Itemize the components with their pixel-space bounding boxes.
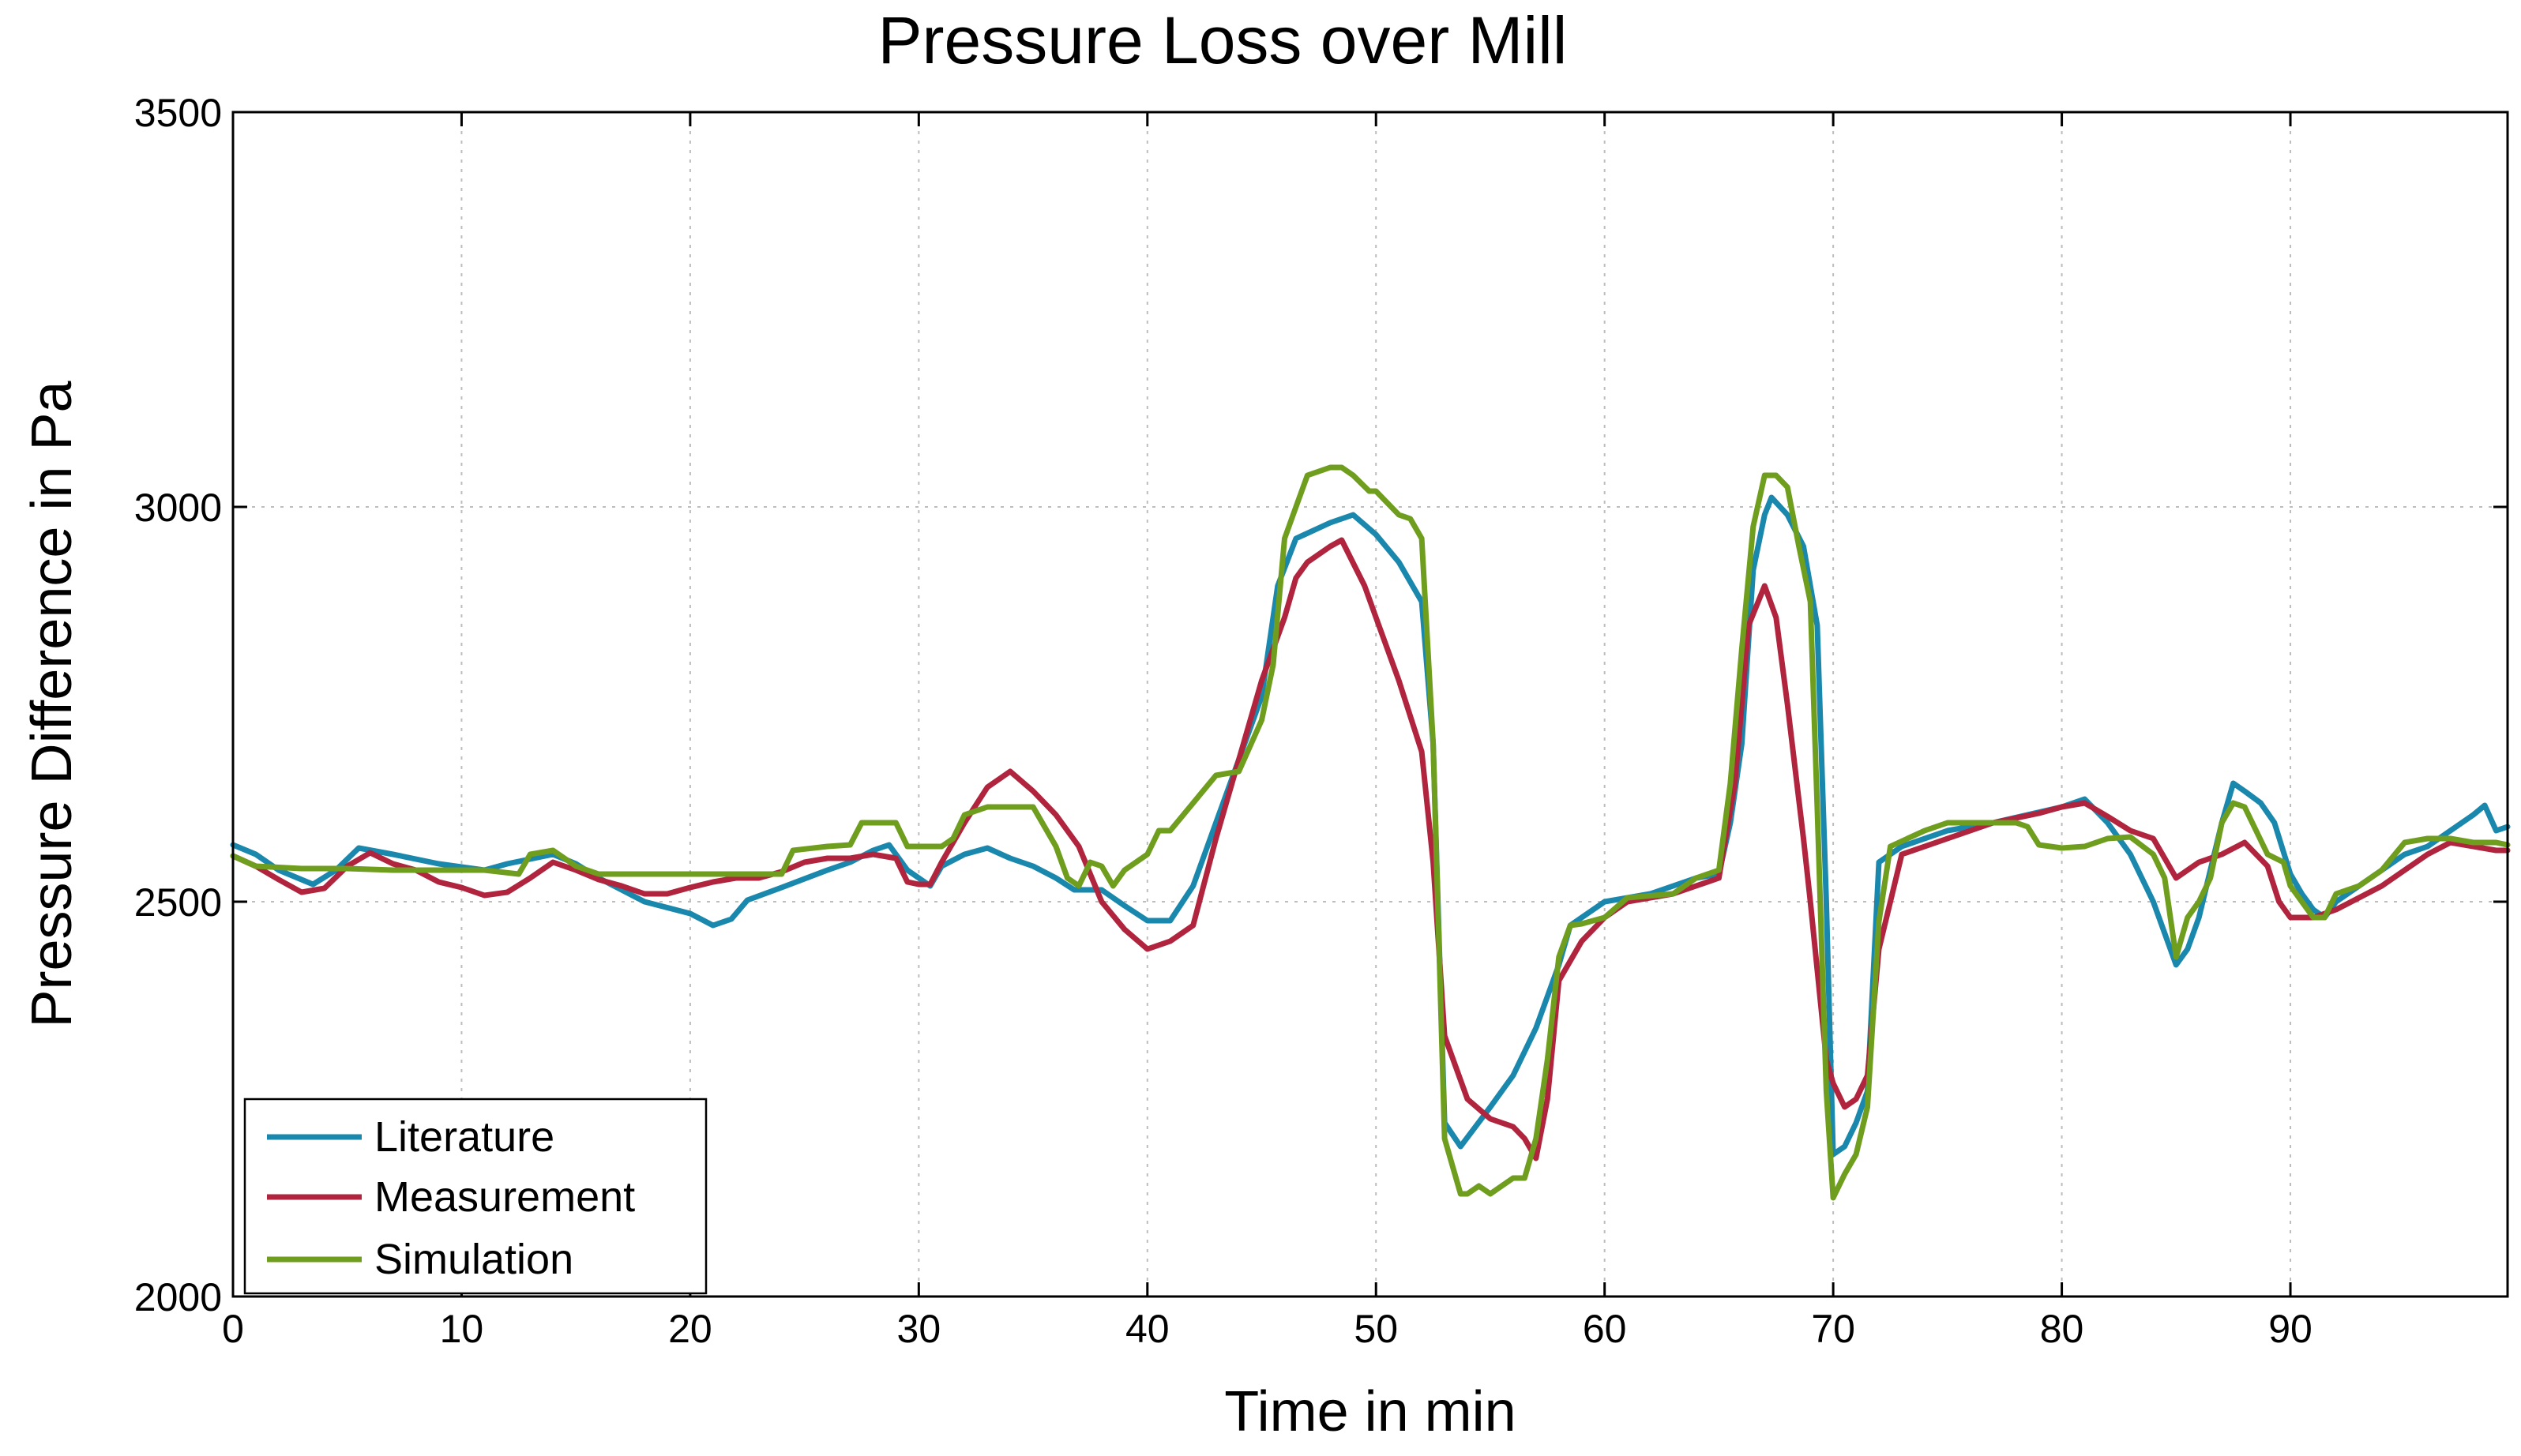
chart-title: Pressure Loss over Mill [878, 3, 1568, 77]
x-tick-label: 30 [897, 1307, 941, 1351]
y-tick-label: 3000 [134, 486, 222, 530]
y-tick-label: 2500 [134, 880, 222, 925]
legend: Literature Measurement Simulation [243, 1098, 708, 1295]
series-line-literature [230, 494, 2511, 1158]
x-tick-label: 0 [222, 1307, 244, 1351]
legend-label-literature: Literature [374, 1113, 554, 1161]
series-line-measurement [230, 537, 2511, 1161]
x-tick-label: 70 [1811, 1307, 1855, 1351]
axis-ticks: 0 10 20 30 40 50 60 70 80 90 2000 2500 3000 3500 [134, 91, 2508, 1351]
series-line-simulation [230, 464, 2511, 1201]
x-tick-label: 40 [1125, 1307, 1170, 1351]
x-tick-label: 60 [1583, 1307, 1627, 1351]
x-tick-label: 80 [2040, 1307, 2084, 1351]
x-tick-label: 20 [668, 1307, 712, 1351]
x-axis-label: Time in min [1224, 1380, 1516, 1443]
x-tick-label: 10 [440, 1307, 484, 1351]
plot-frame [231, 111, 2509, 1298]
x-tick-label: 90 [2268, 1307, 2312, 1351]
legend-label-simulation: Simulation [374, 1236, 573, 1283]
y-axis-label: Pressure Difference in Pa [21, 381, 84, 1028]
x-tick-label: 50 [1354, 1307, 1398, 1351]
legend-label-measurement: Measurement [374, 1173, 635, 1221]
series-layer [230, 464, 2511, 1201]
y-tick-label: 2000 [134, 1275, 222, 1319]
y-tick-label: 3500 [134, 91, 222, 135]
